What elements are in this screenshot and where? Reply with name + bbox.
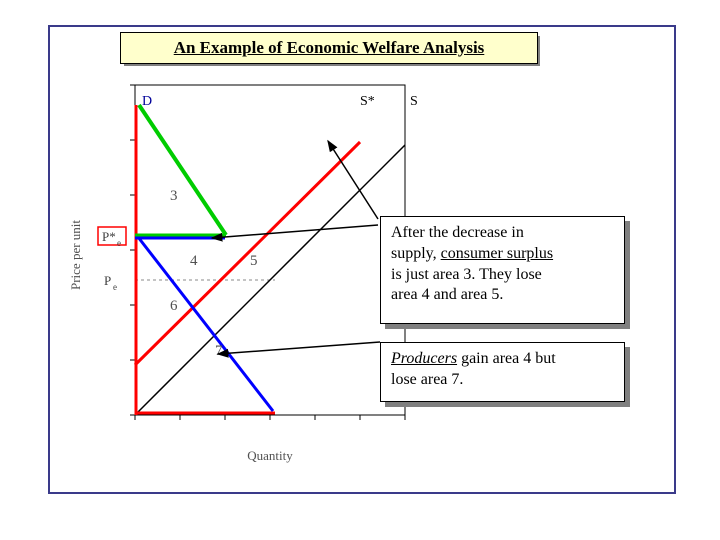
slide: Price per unit Quantity S (0, 0, 720, 540)
callout-2: Producers gain area 4 but lose area 7. (380, 342, 625, 402)
svg-text:P*: P* (102, 229, 116, 244)
callout-1-line3: is just area 3. They lose (391, 266, 542, 283)
svg-text:e: e (117, 238, 121, 248)
supply-sstar-label: S* (360, 94, 375, 109)
title-text: An Example of Economic Welfare Analysis (174, 38, 485, 58)
y-axis-label: Price per unit (68, 220, 83, 290)
callout-2-line1b: gain area 4 but (457, 350, 556, 367)
callout-1: After the decrease in supply, consumer s… (380, 216, 625, 324)
callout-2-line2: lose area 7. (391, 371, 463, 388)
x-axis-label: Quantity (247, 448, 293, 463)
supply-s-label: S (410, 94, 418, 109)
area-4-label: 4 (190, 253, 198, 269)
callout-1-line4: area 4 and area 5. (391, 286, 503, 303)
area-3-label: 3 (170, 188, 178, 204)
title-box: An Example of Economic Welfare Analysis (120, 32, 538, 64)
area-5-label: 5 (250, 253, 258, 269)
svg-text:P: P (104, 273, 111, 288)
svg-text:e: e (113, 282, 117, 292)
callout-2-line1a: Producers (391, 350, 457, 367)
area-7-label: 7 (215, 343, 223, 359)
callout-1-line1: After the decrease in (391, 224, 524, 241)
callout-1-line2a: supply, (391, 245, 441, 262)
callout-1-line2b: consumer surplus (441, 245, 553, 262)
demand-d-label: D (142, 94, 152, 109)
area-6-label: 6 (170, 298, 178, 314)
